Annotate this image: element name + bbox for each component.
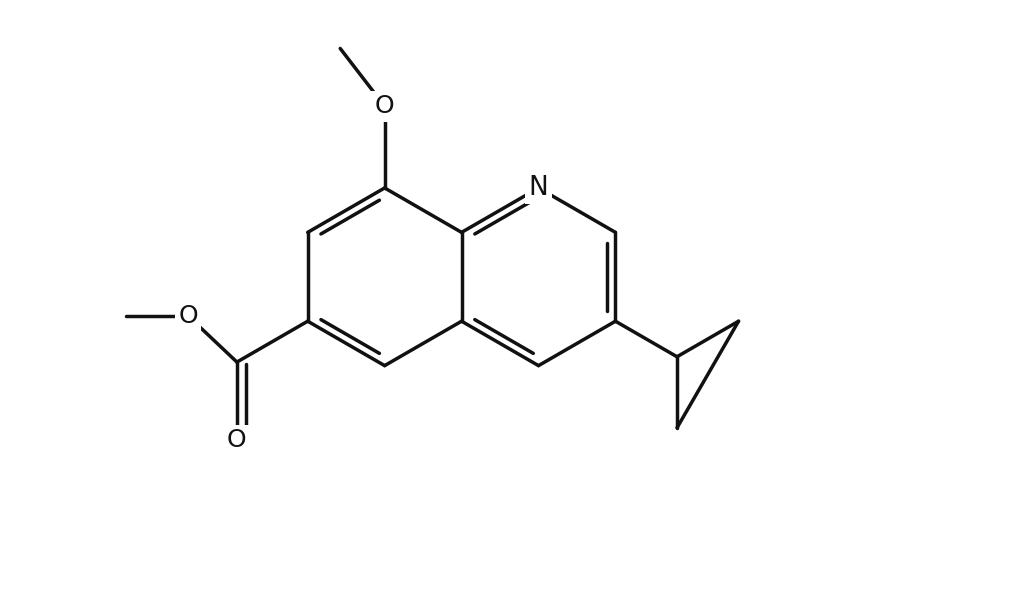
Text: N: N: [528, 175, 548, 201]
Text: O: O: [374, 94, 394, 118]
Text: O: O: [226, 428, 247, 452]
Text: O: O: [178, 304, 198, 328]
